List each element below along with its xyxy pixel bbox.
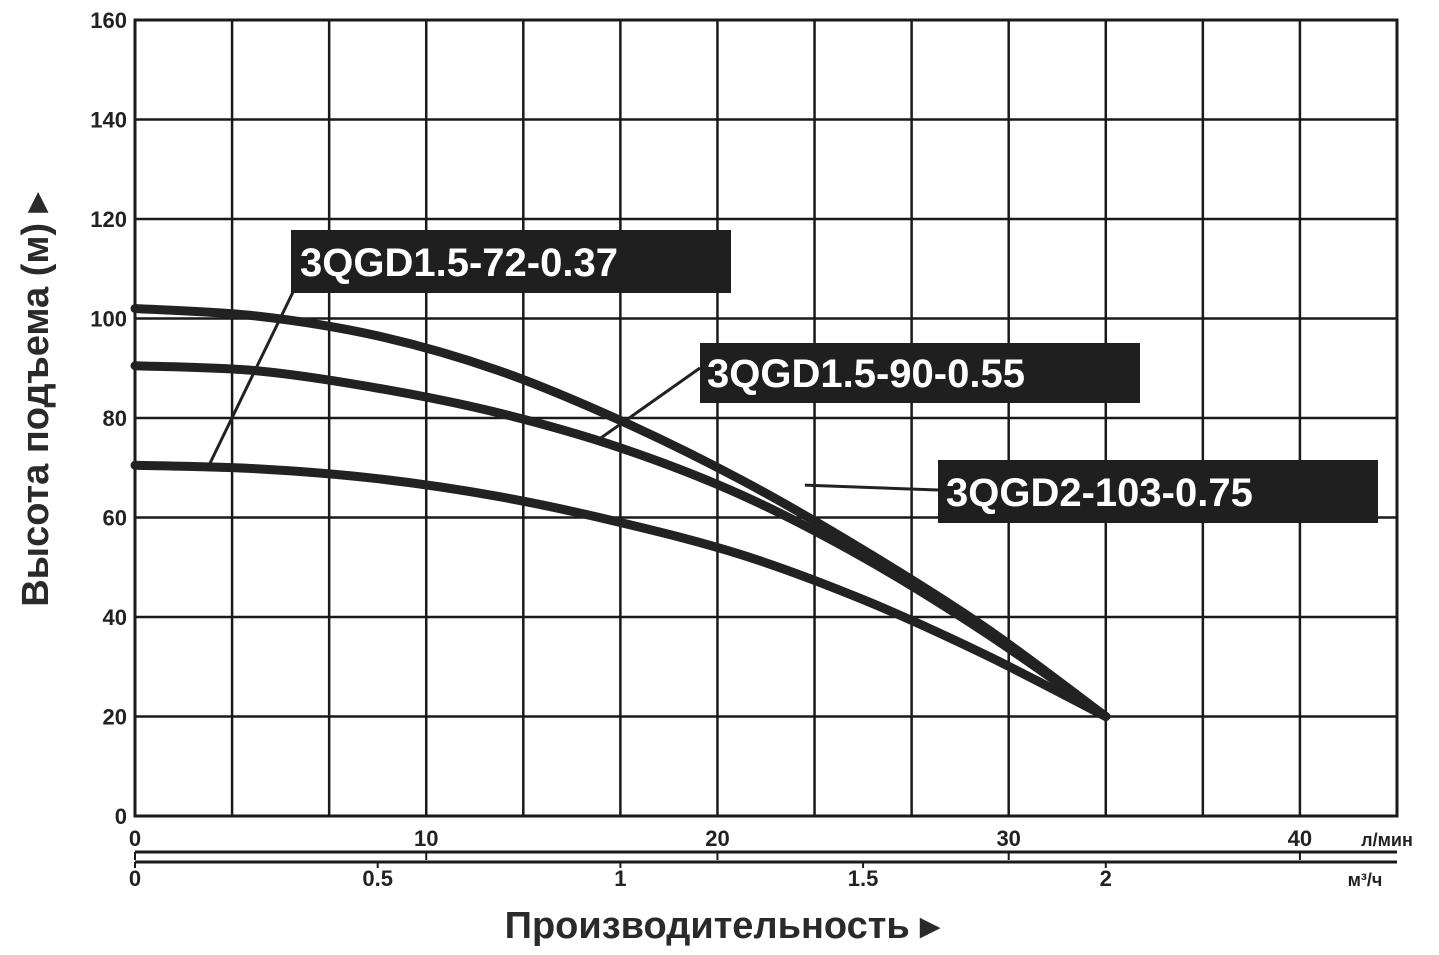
x-axis-m3h: 0 0.5 1 1.5 2 м³/ч [129, 860, 1397, 891]
x-tick-label-lmin: 10 [414, 826, 438, 851]
series-line-3 [130, 304, 1111, 721]
leader-line-1 [206, 289, 296, 469]
y-tick-label: 40 [103, 605, 127, 630]
leader-line-2 [600, 366, 701, 440]
x-tick-label-m3h: 1 [614, 866, 626, 891]
x-tick-label-lmin: 40 [1288, 826, 1312, 851]
y-tick-label: 120 [90, 207, 127, 232]
y-tick-label: 80 [103, 406, 127, 431]
grid [135, 20, 1397, 816]
leader-line-3 [804, 483, 939, 492]
x-tick-label-lmin: 30 [996, 826, 1020, 851]
series-label-box-1 [291, 230, 731, 293]
x-tick-label-m3h: 2 [1100, 866, 1112, 891]
series-labels: 3QGD1.5-72-0.37 3QGD1.5-90-0.55 3QGD2-103-… [291, 230, 1378, 523]
y-axis-title: Высота подъема (м) ▸ [15, 191, 57, 606]
y-tick-label: 160 [90, 8, 127, 33]
x-unit-m3h: м³/ч [1348, 870, 1383, 890]
series-label-2: 3QGD1.5-90-0.55 [707, 352, 1025, 396]
y-tick-labels: 0 20 40 60 80 100 120 140 160 [90, 8, 127, 829]
series-label-box-2 [700, 343, 1140, 403]
x-tick-label-m3h: 0.5 [362, 866, 393, 891]
series-line-2 [130, 361, 1111, 721]
x-tick-label-lmin: 0 [129, 826, 141, 851]
series-lines [130, 304, 1111, 721]
series-label-3: 3QGD2-103-0.75 [946, 471, 1253, 515]
label-leader-lines [206, 289, 939, 492]
series-label-box-3 [938, 460, 1378, 523]
x-unit-lmin: л/мин [1361, 830, 1413, 850]
x-tick-label-m3h: 0 [129, 866, 141, 891]
y-tick-label: 20 [103, 705, 127, 730]
y-tick-label: 140 [90, 108, 127, 133]
y-tick-label: 60 [103, 506, 127, 531]
x-axis-lmin: 0 10 20 30 40 л/мин [129, 826, 1413, 860]
x-tick-label-lmin: 20 [705, 826, 729, 851]
x-axis-title: Производительность ▸ [505, 905, 942, 947]
x-tick-label-m3h: 1.5 [848, 866, 879, 891]
y-tick-label: 100 [90, 307, 127, 332]
y-tick-label: 0 [115, 804, 127, 829]
series-line-1 [130, 460, 1111, 721]
plot-frame [133, 18, 1399, 818]
series-label-1: 3QGD1.5-72-0.37 [300, 241, 618, 285]
